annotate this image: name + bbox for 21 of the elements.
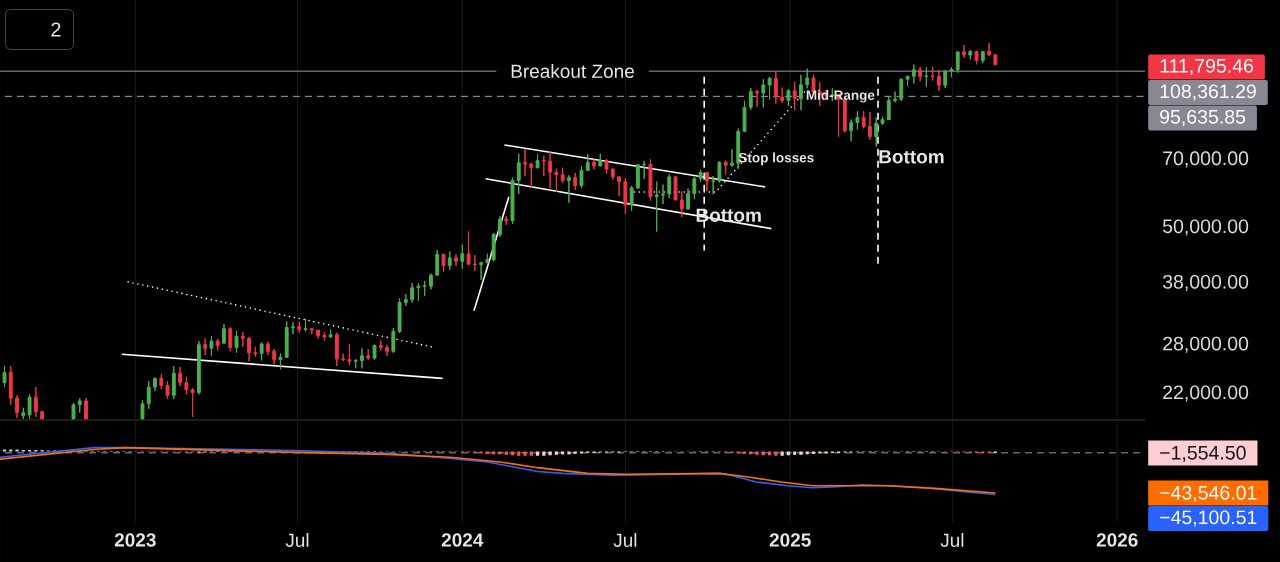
x-tick-label: Jul xyxy=(940,533,964,547)
text: −45,100.51 xyxy=(1160,510,1257,527)
text: 95,635.85 xyxy=(1160,109,1246,127)
y-tick-label: 38,000.00 xyxy=(1162,274,1249,291)
x-tick-label: 2025 xyxy=(769,533,811,547)
text: 108,361.29 xyxy=(1160,84,1256,101)
y-tick-label: 70,000.00 xyxy=(1163,151,1249,168)
annotation: Bottom xyxy=(879,150,944,164)
x-tick-label: Jul xyxy=(285,533,309,547)
text: 111,795.46 xyxy=(1160,58,1254,76)
y-tick-label: 22,000.00 xyxy=(1163,385,1249,402)
y-tick-label: 28,000.00 xyxy=(1163,336,1249,353)
y-tick-label: −43,546.01 xyxy=(1160,485,1257,502)
x-tick-label: Jul xyxy=(613,533,637,547)
x-tick-label: 2024 xyxy=(441,533,484,547)
annotation: 2 xyxy=(51,22,61,37)
y-tick-label: 50,000.00 xyxy=(1162,219,1249,236)
y-tick-label: −1,554.50 xyxy=(1160,445,1246,462)
x-tick-label: 2026 xyxy=(1096,533,1138,547)
ref-line-label: Breakout Zone xyxy=(511,64,634,79)
x-tick-label: 2023 xyxy=(114,533,156,547)
